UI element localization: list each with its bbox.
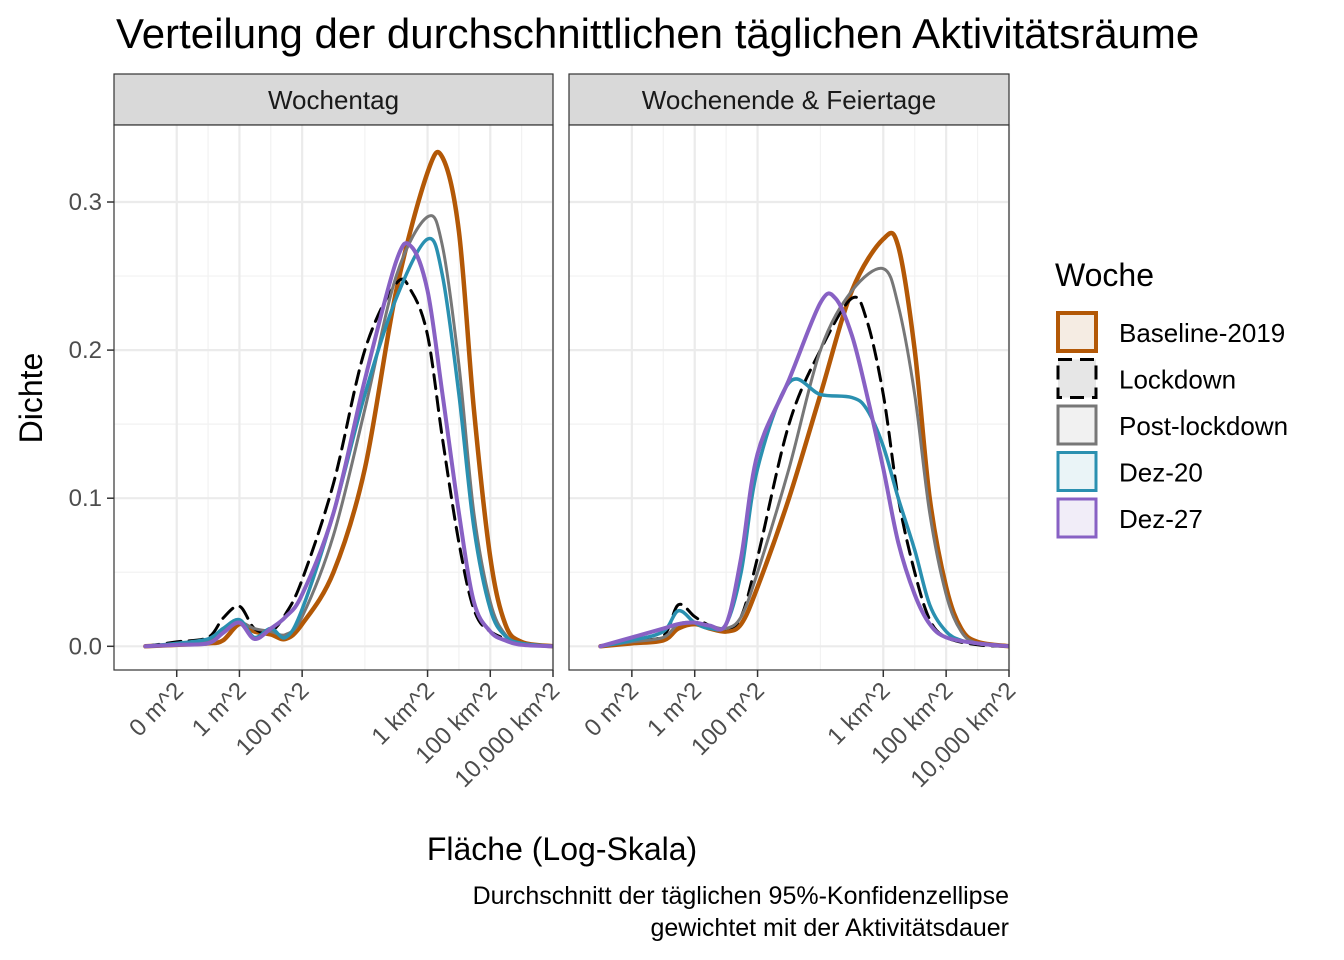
y-tick-label: 0.3 [69, 189, 102, 216]
series-group [143, 149, 553, 649]
legend-label: Post-lockdown [1119, 411, 1288, 441]
legend-label: Dez-27 [1119, 504, 1203, 534]
series-line-lockdown [143, 277, 553, 648]
series-line-dez-20 [143, 236, 553, 649]
series-line-dez-20 [598, 377, 1009, 649]
series-line-dez-27 [598, 291, 1009, 649]
legend-entry-lockdown: Lockdown [1056, 358, 1236, 399]
legend-label: Baseline-2019 [1119, 318, 1285, 348]
legend-entry-dez-20: Dez-20 [1056, 451, 1203, 492]
legend-entry-baseline-2019: Baseline-2019 [1056, 311, 1285, 353]
facet-strip [568, 73, 1010, 126]
x-tick-label: 0 m^2 [579, 677, 644, 742]
legend-key [1056, 497, 1098, 539]
facet-strip [113, 73, 554, 126]
y-axis-label: Dichte [13, 353, 49, 444]
series-line-baseline-2019 [143, 149, 553, 649]
caption-line-2: gewichtet mit der Aktivitätsdauer [651, 914, 1010, 942]
panel-background [569, 125, 1009, 670]
facet-title: Wochentag [268, 85, 399, 115]
legend-key [1056, 358, 1098, 399]
panel-background [114, 125, 553, 670]
chart-title: Verteilung der durchschnittlichen täglic… [116, 10, 1199, 57]
legend-key [1056, 311, 1098, 353]
y-tick-label: 0.2 [69, 337, 102, 364]
legend-label: Lockdown [1119, 365, 1236, 395]
series-line-dez-27 [143, 241, 553, 649]
series-line-lockdown [598, 295, 1009, 648]
legend-entry-post-lockdown: Post-lockdown [1056, 404, 1288, 446]
legend-title: Woche [1055, 257, 1154, 293]
legend-label: Dez-20 [1119, 458, 1203, 488]
y-tick-label: 0.0 [69, 633, 102, 660]
x-axis-label: Fläche (Log-Skala) [427, 831, 697, 867]
legend-key [1056, 451, 1098, 492]
facet-title: Wochenende & Feiertage [642, 85, 936, 115]
panel-border [113, 124, 554, 671]
caption-line-1: Durchschnitt der täglichen 95%-Konfidenz… [473, 882, 1009, 910]
legend-entry-dez-27: Dez-27 [1056, 497, 1203, 539]
legend-key [1056, 404, 1098, 446]
y-tick-label: 0.1 [69, 485, 102, 512]
x-tick-label: 0 m^2 [124, 677, 189, 742]
legend: Woche Baseline-2019 Lockdown Post-lockdown… [1055, 257, 1288, 539]
series-group [598, 230, 1009, 649]
panel-border [568, 124, 1010, 671]
